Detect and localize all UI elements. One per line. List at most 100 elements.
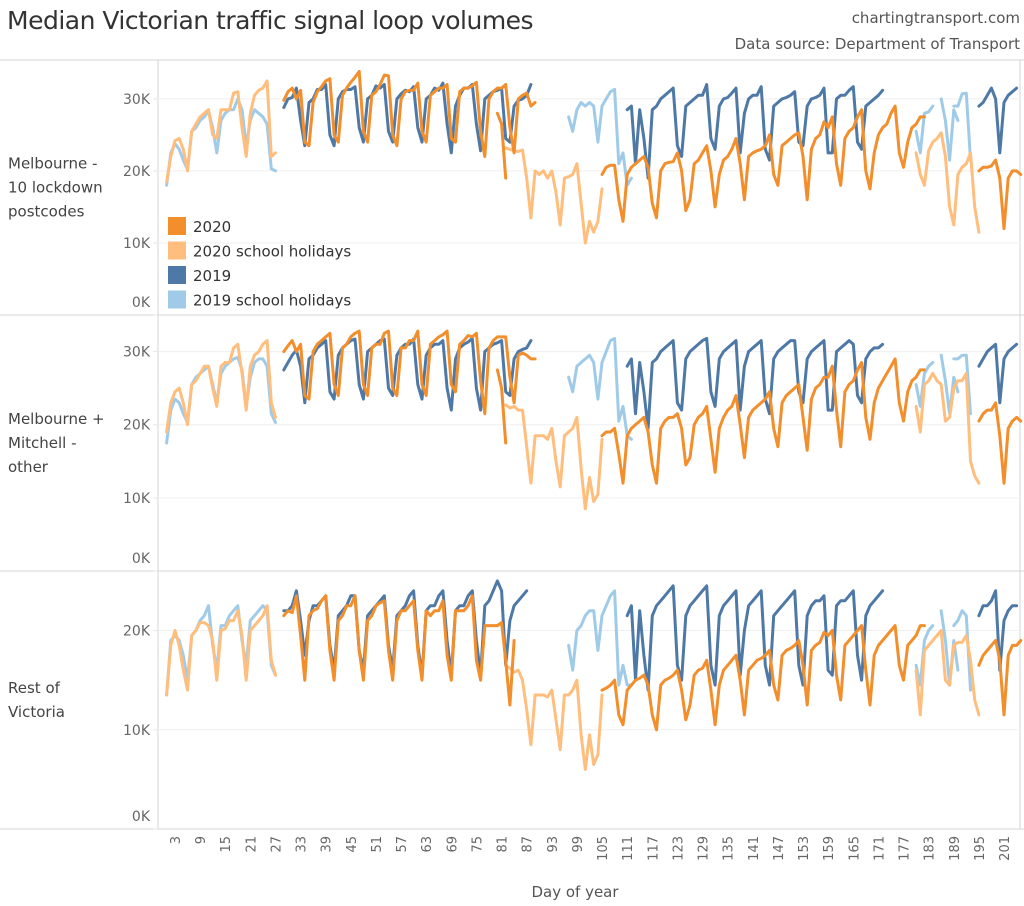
row-label: Melbourne + Mitchell -other [8, 410, 105, 476]
series-line-2019 [282, 579, 529, 677]
x-tick-label: 21 [244, 836, 259, 853]
y-tick-label: 20K [123, 164, 151, 180]
series-line-2019-school-holidays [567, 88, 633, 187]
x-tick-label: 117 [646, 836, 661, 861]
series-line-2019 [625, 336, 885, 430]
series-line-2019-school-holidays [914, 361, 935, 408]
legend: 2020 2020 school holidays 2019 2019 school … [168, 217, 351, 310]
x-tick-label: 171 [872, 836, 887, 861]
legend-swatch [168, 290, 186, 309]
series-line-2020-school-holidays [165, 79, 277, 184]
x-tick-label: 9 [194, 836, 209, 844]
x-tick-label: 129 [697, 836, 712, 861]
x-tick-label: 87 [521, 836, 536, 853]
series-line-2020 [495, 368, 508, 445]
series-line-2019-school-holidays [567, 336, 633, 441]
x-tick-label: 75 [470, 836, 485, 853]
x-tick-label: 153 [797, 836, 812, 861]
row-label: Rest of Victoria [8, 679, 65, 721]
series-line-2020-school-holidays [165, 339, 277, 434]
series-line-2020-school-holidays [914, 372, 981, 485]
series-line-2019 [977, 342, 1019, 405]
x-tick-label: 159 [822, 836, 837, 861]
x-tick-label: 105 [596, 836, 611, 861]
y-tick-label: 10K [123, 236, 151, 252]
series-line-2020 [977, 401, 1023, 485]
panel-3: 0K 10K 20K Rest of Victoria [8, 579, 1023, 830]
y-tick-label: 0K [132, 551, 151, 567]
x-tick-label: 81 [496, 836, 511, 853]
legend-label: 2020 [193, 218, 231, 236]
site-credit: chartingtransport.com [851, 9, 1020, 27]
data-source-note: Data source: Department of Transport [734, 35, 1020, 53]
x-tick-label: 177 [898, 836, 913, 861]
x-tick-label: 63 [420, 836, 435, 853]
series-line-2020 [282, 70, 537, 158]
series-line-2019 [282, 336, 533, 412]
series-line-2019-school-holidays [914, 624, 935, 687]
series-line-2019 [625, 83, 885, 180]
x-tick-label: 189 [948, 836, 963, 861]
x-tick-label: 33 [295, 836, 310, 853]
x-tick-label: 99 [571, 836, 586, 853]
legend-label: 2020 school holidays [193, 243, 351, 261]
y-tick-label: 20K [123, 418, 151, 434]
y-tick-label: 20K [123, 624, 151, 640]
x-tick-label: 51 [370, 836, 385, 853]
panels: 0K 10K 20K 30K Melbourne -10 lockdown postcod… [8, 70, 1023, 830]
series-line-2019-school-holidays [914, 104, 935, 155]
y-tick-label: 0K [132, 809, 151, 825]
series-line-2020 [600, 104, 926, 223]
series-line-2020 [282, 594, 516, 707]
x-tick-label: 195 [973, 836, 988, 861]
x-axis: 3 9 15 21 27 33 39 45 51 57 63 69 75 81 87 93 99 105 111 11… [169, 836, 1013, 861]
chart-frame [0, 59, 1024, 830]
series-line-2020-school-holidays [914, 131, 981, 234]
series-line-2020-school-holidays [165, 604, 277, 697]
series-line-2020-school-holidays [504, 663, 604, 771]
series-line-2020 [977, 158, 1023, 231]
x-tick-label: 57 [395, 836, 410, 853]
series-line-2019 [977, 86, 1019, 155]
series-line-2020 [600, 357, 926, 485]
legend-swatch [168, 217, 186, 235]
x-tick-label: 183 [923, 836, 938, 861]
series-line-2019-school-holidays [939, 97, 960, 162]
x-tick-label: 93 [546, 836, 561, 853]
series-line-2020 [600, 624, 926, 732]
legend-swatch [168, 241, 186, 260]
x-tick-label: 45 [345, 836, 360, 853]
series-line-2019-school-holidays [567, 589, 633, 687]
legend-label: 2019 [193, 267, 231, 285]
legend-label: 2019 school holidays [193, 292, 351, 310]
x-tick-label: 201 [998, 836, 1013, 861]
x-tick-label: 147 [772, 836, 787, 861]
series-line-2020 [282, 329, 537, 416]
legend-swatch [168, 266, 186, 284]
series-line-2020-school-holidays [504, 146, 604, 245]
x-tick-label: 3 [169, 836, 184, 844]
y-tick-label: 30K [123, 92, 151, 108]
panel-1: 0K 10K 20K 30K Melbourne -10 lockdown postcod… [8, 70, 1023, 316]
series-line-2020 [977, 639, 1023, 717]
x-tick-label: 135 [722, 836, 737, 861]
x-tick-label: 27 [269, 836, 284, 853]
y-tick-label: 10K [123, 491, 151, 507]
panel-2: 0K 10K 20K 30K Melbourne + Mitchell -other [8, 329, 1023, 572]
series-line-2020 [495, 111, 508, 180]
series-line-2019-school-holidays [952, 91, 972, 162]
x-axis-title: Day of year [531, 883, 619, 901]
x-tick-label: 111 [621, 836, 636, 861]
chart-title: Median Victorian traffic signal loop vol… [7, 6, 534, 35]
y-tick-label: 30K [123, 345, 151, 361]
series-line-2019 [625, 584, 885, 692]
x-tick-label: 141 [747, 836, 762, 861]
x-tick-label: 69 [445, 836, 460, 853]
series-line-2020-school-holidays [504, 403, 604, 511]
series-line-2020-school-holidays [914, 629, 981, 717]
x-tick-label: 39 [320, 836, 335, 853]
row-label: Melbourne -10 lockdown postcodes [8, 155, 103, 221]
x-tick-label: 15 [219, 836, 234, 853]
series-line-2019-school-holidays [165, 604, 277, 697]
